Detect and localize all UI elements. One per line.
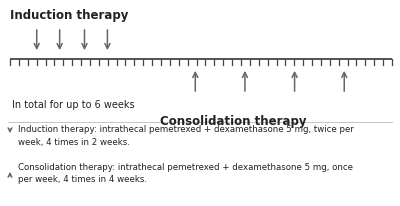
Text: Induction therapy: intrathecal pemetrexed + dexamethasone 5 mg, twice per
week, : Induction therapy: intrathecal pemetrexe… <box>18 124 354 146</box>
Text: Consolidation therapy: intrathecal pemetrexed + dexamethasone 5 mg, once
per wee: Consolidation therapy: intrathecal pemet… <box>18 162 353 184</box>
Text: Induction therapy: Induction therapy <box>10 9 128 22</box>
Text: Consolidation therapy: Consolidation therapy <box>160 115 306 127</box>
Text: In total for up to 6 weeks: In total for up to 6 weeks <box>12 99 135 109</box>
